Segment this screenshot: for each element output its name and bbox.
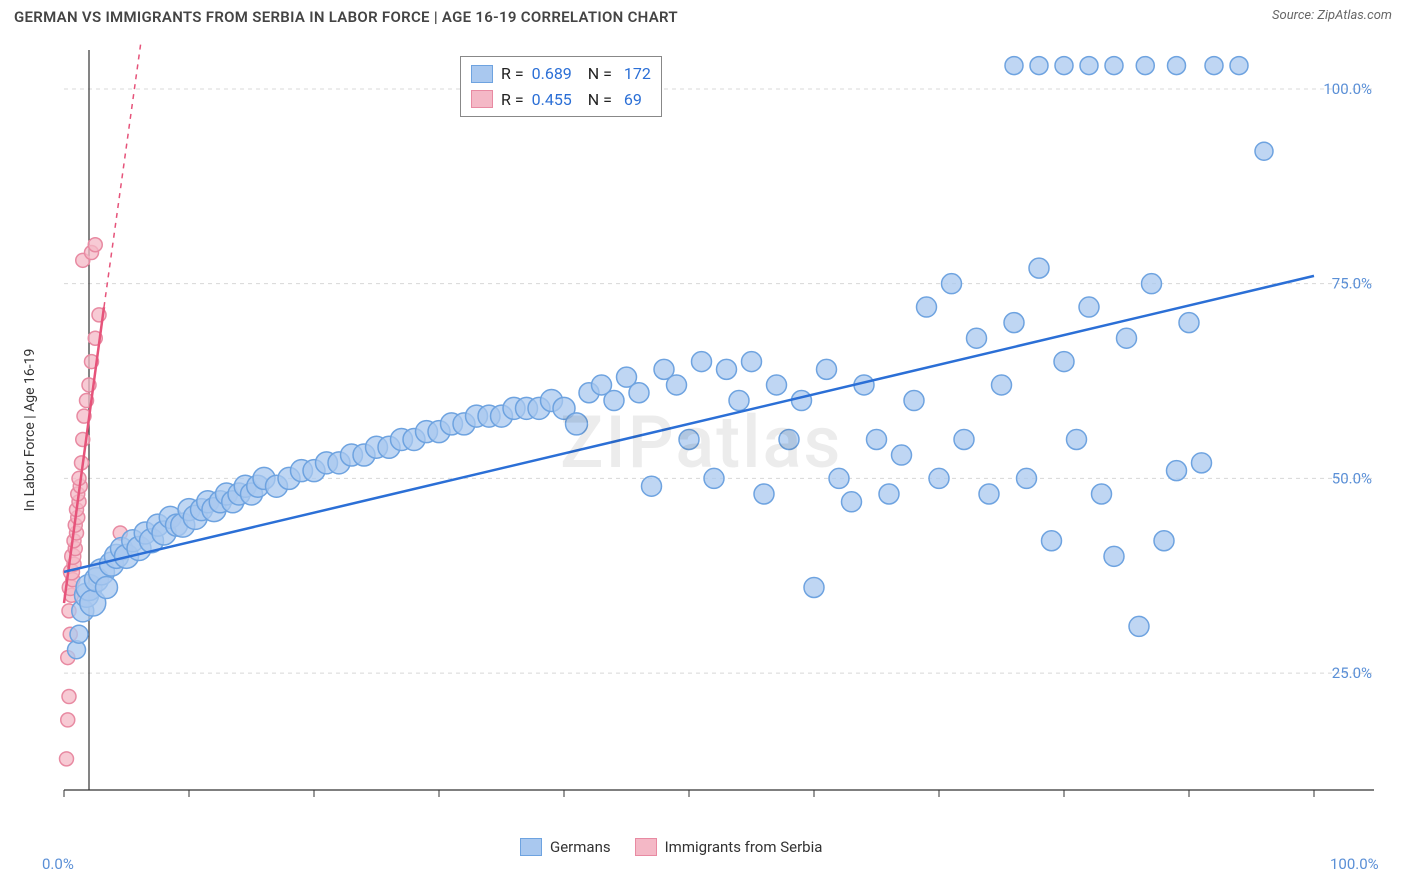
stat-r-value: 0.689 [532, 61, 572, 87]
point-german [979, 484, 999, 504]
point-german [1105, 57, 1123, 75]
point-german [1136, 57, 1154, 75]
point-german [892, 445, 912, 465]
legend-item: Germans [520, 838, 611, 856]
point-german [767, 375, 787, 395]
point-serbia [62, 690, 76, 704]
point-german [1092, 484, 1112, 504]
point-german [96, 576, 118, 598]
point-german [1104, 546, 1124, 566]
stat-n-label: N = [580, 61, 612, 87]
point-german [70, 625, 88, 643]
point-serbia [60, 752, 74, 766]
point-german [629, 383, 649, 403]
point-german [604, 391, 624, 411]
point-german [1167, 461, 1187, 481]
point-german [1079, 297, 1099, 317]
legend-bottom: Germans Immigrants from Serbia [520, 838, 822, 856]
stat-r-label: R = [501, 61, 524, 87]
y-tick-label: 25.0% [1332, 664, 1372, 682]
point-german [1067, 429, 1087, 449]
point-german [1255, 142, 1273, 160]
legend-swatch [635, 838, 657, 856]
point-german [642, 476, 662, 496]
point-german [692, 352, 712, 372]
point-german [967, 328, 987, 348]
point-german [1192, 453, 1212, 473]
legend-item: Immigrants from Serbia [635, 838, 823, 856]
point-german [742, 352, 762, 372]
point-german [1054, 352, 1074, 372]
scatter-plot: 25.0% 50.0% 75.0% 100.0% [54, 40, 1384, 810]
point-german [1042, 531, 1062, 551]
point-german [792, 391, 812, 411]
y-tick-label: 100.0% [1323, 80, 1372, 98]
point-german [1117, 328, 1137, 348]
point-german [779, 429, 799, 449]
point-german [754, 484, 774, 504]
stat-n-value: 172 [620, 61, 651, 87]
point-german [667, 375, 687, 395]
point-german [1004, 313, 1024, 333]
point-serbia [88, 238, 102, 252]
legend-label: Immigrants from Serbia [665, 838, 823, 856]
legend-swatch [471, 90, 493, 108]
legend-label: Germans [550, 838, 611, 856]
point-german [1205, 57, 1223, 75]
point-german [992, 375, 1012, 395]
point-german [817, 359, 837, 379]
point-german [867, 429, 887, 449]
point-german [829, 468, 849, 488]
point-german [1168, 57, 1186, 75]
y-tick-label: 50.0% [1332, 469, 1372, 487]
x-axis-label-0: 0.0% [42, 855, 74, 873]
point-german [804, 577, 824, 597]
trend-line-german [64, 276, 1314, 572]
point-german [954, 429, 974, 449]
chart-title: GERMAN VS IMMIGRANTS FROM SERBIA IN LABO… [14, 8, 678, 26]
point-german [1129, 616, 1149, 636]
point-german [1055, 57, 1073, 75]
point-german [1179, 313, 1199, 333]
x-axis-label-100: 100.0% [1330, 855, 1379, 873]
point-german [1030, 57, 1048, 75]
legend-swatch [471, 65, 493, 83]
point-german [1005, 57, 1023, 75]
trend-line-serbia-ext [104, 40, 145, 307]
point-german [879, 484, 899, 504]
point-german [717, 359, 737, 379]
point-german [566, 413, 588, 435]
point-german [1142, 274, 1162, 294]
stat-r-label: R = [501, 87, 524, 113]
stat-n-value: 69 [620, 87, 642, 113]
point-german [917, 297, 937, 317]
point-german [1017, 468, 1037, 488]
point-german [1080, 57, 1098, 75]
point-german [942, 274, 962, 294]
point-german [842, 492, 862, 512]
point-german [904, 391, 924, 411]
legend-swatch [520, 838, 542, 856]
y-tick-label: 75.0% [1332, 275, 1372, 293]
point-german [1029, 258, 1049, 278]
point-german [679, 429, 699, 449]
source-label: Source: ZipAtlas.com [1272, 8, 1392, 23]
point-german [704, 468, 724, 488]
stat-r-value: 0.455 [532, 87, 572, 113]
point-german [929, 468, 949, 488]
point-serbia [61, 713, 75, 727]
legend-stats-row: R = 0.455 N = 69 [471, 87, 651, 113]
legend-stats-row: R = 0.689 N = 172 [471, 61, 651, 87]
point-german [1154, 531, 1174, 551]
point-german [1230, 57, 1248, 75]
legend-stats-box: R = 0.689 N = 172R = 0.455 N = 69 [460, 56, 662, 117]
y-axis-label: In Labor Force | Age 16-19 [22, 349, 38, 512]
stat-n-label: N = [580, 87, 612, 113]
point-german [729, 391, 749, 411]
